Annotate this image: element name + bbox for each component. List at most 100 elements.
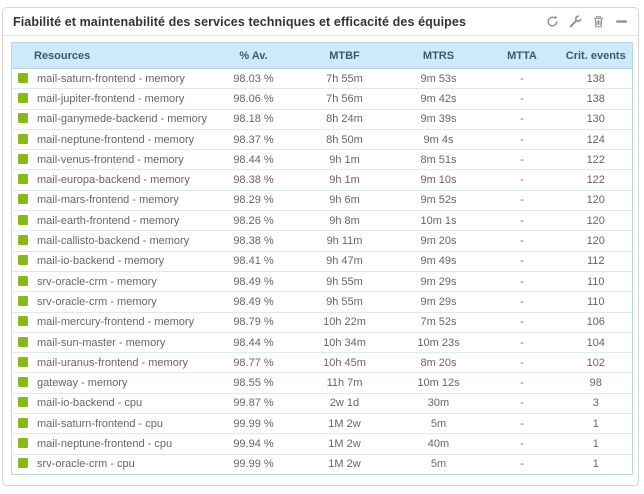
mtta-value: -	[484, 392, 560, 414]
mtrs-value: 9m 42s	[392, 88, 485, 110]
mtbf-value: 1M 2w	[296, 413, 393, 434]
table-row[interactable]: srv-oracle-crm - memory 98.49 % 9h 55m 9…	[11, 291, 633, 313]
mtta-value: -	[484, 352, 560, 373]
collapse-button[interactable]	[614, 14, 629, 29]
availability-table: Resources % Av. MTBF MTRS MTTA Crit. eve…	[11, 42, 633, 475]
table-body: mail-saturn-frontend - memory 98.03 % 7h…	[11, 69, 633, 475]
status-ok-icon	[18, 275, 28, 286]
availability-value: 98.38 %	[210, 169, 297, 191]
mtbf-value: 9h 1m	[296, 169, 393, 191]
column-header-availability[interactable]: % Av.	[210, 42, 297, 69]
column-header-resources[interactable]: Resources	[11, 42, 211, 69]
table-row[interactable]: gateway - memory 98.55 % 11h 7m 10m 12s …	[11, 372, 633, 394]
status-ok-icon	[18, 336, 28, 347]
mtta-value: -	[520, 72, 524, 85]
availability-value: 98.26 %	[210, 210, 297, 231]
availability-value: 99.94 %	[210, 433, 297, 455]
resource-name: gateway - memory	[37, 377, 128, 390]
mtta-value: -	[484, 128, 560, 150]
table-row[interactable]: mail-sun-master - memory 98.44 % 10h 34m…	[11, 331, 633, 353]
mtta-value: -	[484, 189, 560, 211]
table-row[interactable]: mail-jupiter-frontend - memory 98.06 % 7…	[11, 88, 633, 110]
table-row[interactable]: mail-neptune-frontend - cpu 99.94 % 1M 2…	[11, 433, 633, 455]
resource-name: srv-oracle-crm - cpu	[37, 458, 135, 471]
mtta-value: -	[484, 433, 560, 455]
availability-widget: Fiabilité et maintenabilité des services…	[2, 7, 639, 486]
column-header-mtta[interactable]: MTTA	[484, 42, 560, 69]
trash-icon	[594, 16, 603, 28]
status-ok-icon	[18, 194, 28, 205]
mtbf-value: 9h 1m	[296, 149, 393, 170]
table-row[interactable]: srv-oracle-crm - memory 98.49 % 9h 55m 9…	[11, 270, 633, 292]
availability-value: 98.29 %	[210, 189, 297, 211]
mtrs-value: 9m 10s	[392, 169, 485, 191]
status-ok-icon	[18, 458, 28, 469]
crit-events-value: 110	[559, 291, 633, 313]
table-row[interactable]: srv-oracle-crm - cpu 99.99 % 1M 2w 5m - …	[11, 453, 633, 475]
availability-value: 98.49 %	[210, 291, 297, 313]
table-row[interactable]: mail-mars-frontend - memory 98.29 % 9h 6…	[11, 189, 633, 211]
status-ok-icon	[18, 133, 28, 144]
mtbf-value: 9h 55m	[296, 270, 393, 292]
resource-name: mail-earth-frontend - memory	[37, 214, 180, 227]
mtta-value: -	[484, 331, 560, 353]
crit-events-value: 106	[559, 311, 633, 333]
resource-name: mail-saturn-frontend - cpu	[37, 417, 163, 430]
mtrs-value: 8m 51s	[392, 149, 485, 170]
mtbf-value: 11h 7m	[296, 372, 393, 394]
resource-name: mail-mars-frontend - memory	[37, 194, 179, 207]
mtbf-value: 10h 22m	[296, 311, 393, 333]
table-row[interactable]: mail-uranus-frontend - memory 98.77 % 10…	[11, 352, 633, 373]
column-header-crit-events[interactable]: Crit. events	[559, 42, 633, 69]
table-row[interactable]: mail-io-backend - memory 98.41 % 9h 47m …	[11, 250, 633, 272]
mtrs-value: 30m	[392, 392, 485, 414]
table-row[interactable]: mail-ganymede-backend - memory 98.18 % 8…	[11, 108, 633, 130]
table-header-row: Resources % Av. MTBF MTRS MTTA Crit. eve…	[11, 42, 633, 69]
mtta-value: -	[484, 149, 560, 170]
configure-button[interactable]	[568, 14, 583, 29]
status-ok-icon	[18, 113, 28, 124]
table-row[interactable]: mail-saturn-frontend - memory 98.03 % 7h…	[12, 69, 633, 89]
status-ok-icon	[18, 295, 28, 306]
crit-events-value: 1	[559, 433, 633, 455]
delete-button[interactable]	[591, 14, 606, 29]
mtrs-value: 9m 53s	[420, 72, 457, 85]
availability-value: 98.38 %	[210, 230, 297, 252]
table-row[interactable]: mail-europa-backend - memory 98.38 % 9h …	[11, 169, 633, 191]
table-row[interactable]: mail-saturn-frontend - cpu 99.99 % 1M 2w…	[11, 413, 633, 434]
table-row[interactable]: mail-io-backend - cpu 99.87 % 2w 1d 30m …	[11, 392, 633, 414]
mtbf-value: 1M 2w	[296, 453, 393, 475]
availability-value: 98.37 %	[210, 128, 297, 150]
table-row[interactable]: mail-callisto-backend - memory 98.38 % 9…	[11, 230, 633, 252]
column-header-mtrs[interactable]: MTRS	[392, 42, 485, 69]
availability-value: 98.49 %	[210, 270, 297, 292]
crit-events-value: 124	[559, 128, 633, 150]
resource-name: mail-venus-frontend - memory	[37, 153, 184, 166]
status-ok-icon	[18, 92, 28, 103]
mtbf-value: 8h 50m	[296, 128, 393, 150]
availability-value: 99.99 %	[210, 413, 297, 434]
status-ok-icon	[18, 153, 28, 164]
resource-name: mail-jupiter-frontend - memory	[37, 92, 185, 105]
mtbf-value: 9h 6m	[296, 189, 393, 211]
mtbf-value: 8h 24m	[296, 108, 393, 130]
resource-name: srv-oracle-crm - memory	[37, 275, 157, 288]
mtbf-value: 9h 55m	[296, 291, 393, 313]
table-row[interactable]: mail-mercury-frontend - memory 98.79 % 1…	[11, 311, 633, 333]
mtta-value: -	[484, 169, 560, 191]
mtrs-value: 40m	[392, 433, 485, 455]
table-row[interactable]: mail-earth-frontend - memory 98.26 % 9h …	[11, 210, 633, 231]
wrench-icon	[569, 15, 582, 28]
widget-toolbar	[545, 14, 629, 29]
mtrs-value: 9m 52s	[392, 189, 485, 211]
mtbf-value: 1M 2w	[296, 433, 393, 455]
availability-value: 99.87 %	[210, 392, 297, 414]
column-header-mtbf[interactable]: MTBF	[296, 42, 393, 69]
refresh-button[interactable]	[545, 14, 560, 29]
table-row[interactable]: mail-neptune-frontend - memory 98.37 % 8…	[11, 128, 633, 150]
mtrs-value: 7m 52s	[392, 311, 485, 333]
table-row[interactable]: mail-venus-frontend - memory 98.44 % 9h …	[11, 149, 633, 170]
status-ok-icon	[18, 174, 28, 185]
mtbf-value: 10h 34m	[296, 331, 393, 353]
availability-value: 98.41 %	[210, 250, 297, 272]
